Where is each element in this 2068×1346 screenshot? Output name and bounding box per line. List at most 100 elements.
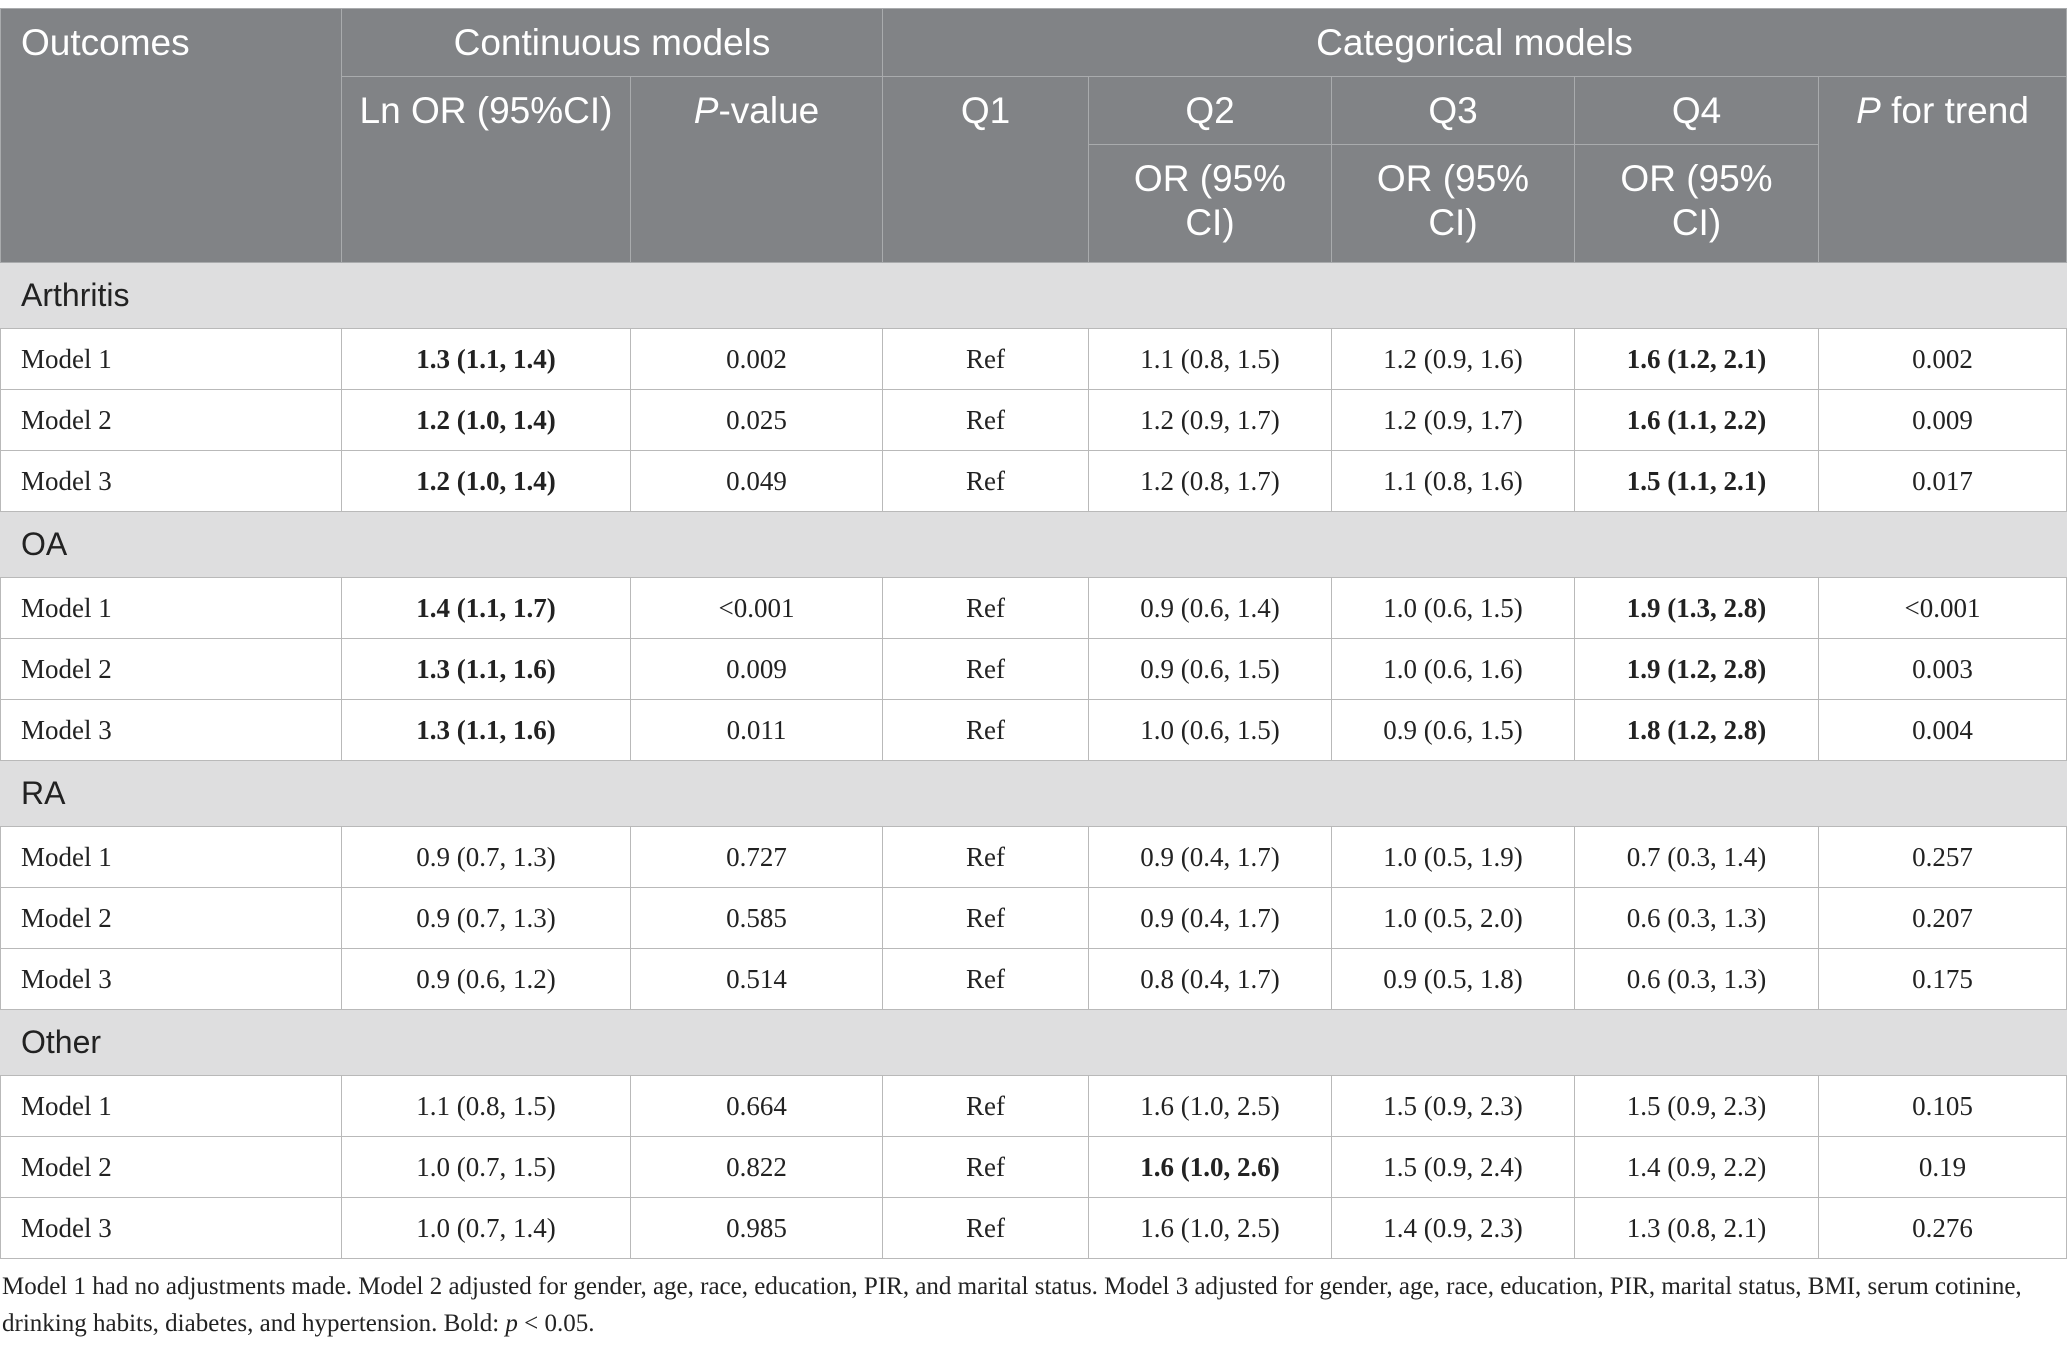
p-value-cell: <0.001 xyxy=(630,577,883,639)
table-row: Model 3 0.9 (0.6, 1.2) 0.514 Ref 0.8 (0.… xyxy=(0,948,2068,1010)
ln-or-cell: 0.9 (0.7, 1.3) xyxy=(341,826,631,888)
table-row: Model 3 1.3 (1.1, 1.6) 0.011 Ref 1.0 (0.… xyxy=(0,699,2068,761)
p-value-cell: 0.585 xyxy=(630,887,883,949)
q4-cell: 1.3 (0.8, 2.1) xyxy=(1574,1197,1819,1259)
model-label: Model 3 xyxy=(0,1197,342,1259)
q3-cell: 0.9 (0.6, 1.5) xyxy=(1331,699,1575,761)
q3-cell: 1.4 (0.9, 2.3) xyxy=(1331,1197,1575,1259)
p-trend-cell: 0.003 xyxy=(1817,638,2068,700)
p-value-cell: 0.009 xyxy=(630,638,883,700)
q4-cell: 1.8 (1.2, 2.8) xyxy=(1574,699,1819,761)
header-ln-or: Ln OR (95%CI) xyxy=(341,76,631,263)
table-row: Model 1 1.1 (0.8, 1.5) 0.664 Ref 1.6 (1.… xyxy=(0,1075,2068,1137)
header-q3: Q3 xyxy=(1331,76,1575,145)
p-value-cell: 0.049 xyxy=(630,450,883,512)
q2-cell: 1.6 (1.0, 2.5) xyxy=(1088,1197,1332,1259)
q1-cell: Ref xyxy=(882,389,1089,451)
q2-cell: 1.0 (0.6, 1.5) xyxy=(1088,699,1332,761)
p-trend-cell: 0.004 xyxy=(1817,699,2068,761)
model-label: Model 3 xyxy=(0,450,342,512)
q1-cell: Ref xyxy=(882,328,1089,390)
p-value-cell: 0.025 xyxy=(630,389,883,451)
q2-cell: 1.6 (1.0, 2.5) xyxy=(1088,1075,1332,1137)
q3-cell: 1.5 (0.9, 2.3) xyxy=(1331,1075,1575,1137)
table-row: Model 2 0.9 (0.7, 1.3) 0.585 Ref 0.9 (0.… xyxy=(0,887,2068,949)
model-label: Model 3 xyxy=(0,699,342,761)
header-p-value: P-value xyxy=(630,76,883,263)
header-q4: Q4 xyxy=(1574,76,1819,145)
q4-cell: 0.6 (0.3, 1.3) xyxy=(1574,948,1819,1010)
section-label: RA xyxy=(0,760,2068,827)
q2-cell: 1.1 (0.8, 1.5) xyxy=(1088,328,1332,390)
p-value-cell: 0.822 xyxy=(630,1136,883,1198)
ln-or-cell: 1.3 (1.1, 1.6) xyxy=(341,638,631,700)
q1-cell: Ref xyxy=(882,826,1089,888)
header-continuous-models: Continuous models xyxy=(341,8,883,77)
header-q3-or: OR (95% CI) xyxy=(1331,144,1575,263)
q3-cell: 1.1 (0.8, 1.6) xyxy=(1331,450,1575,512)
q4-cell: 1.5 (1.1, 2.1) xyxy=(1574,450,1819,512)
section-label: Other xyxy=(0,1009,2068,1076)
ln-or-cell: 1.2 (1.0, 1.4) xyxy=(341,450,631,512)
ln-or-cell: 1.3 (1.1, 1.4) xyxy=(341,328,631,390)
section-row: RA xyxy=(0,760,2068,827)
q4-cell: 0.7 (0.3, 1.4) xyxy=(1574,826,1819,888)
p-trend-cell: 0.175 xyxy=(1817,948,2068,1010)
ln-or-cell: 1.4 (1.1, 1.7) xyxy=(341,577,631,639)
q3-cell: 0.9 (0.5, 1.8) xyxy=(1331,948,1575,1010)
q1-cell: Ref xyxy=(882,948,1089,1010)
q3-cell: 1.0 (0.6, 1.5) xyxy=(1331,577,1575,639)
table-row: Model 3 1.0 (0.7, 1.4) 0.985 Ref 1.6 (1.… xyxy=(0,1197,2068,1259)
header-q4-or: OR (95% CI) xyxy=(1574,144,1819,263)
q1-cell: Ref xyxy=(882,1075,1089,1137)
q4-cell: 0.6 (0.3, 1.3) xyxy=(1574,887,1819,949)
table-header: Outcomes Continuous models Categorical m… xyxy=(0,8,2068,263)
p-trend-cell: 0.105 xyxy=(1817,1075,2068,1137)
model-label: Model 1 xyxy=(0,1075,342,1137)
ln-or-cell: 1.2 (1.0, 1.4) xyxy=(341,389,631,451)
q2-cell: 1.6 (1.0, 2.6) xyxy=(1088,1136,1332,1198)
p-trend-cell: 0.19 xyxy=(1817,1136,2068,1198)
header-p-for-trend: P for trend xyxy=(1817,76,2068,263)
q2-cell: 0.9 (0.6, 1.5) xyxy=(1088,638,1332,700)
q4-cell: 1.9 (1.2, 2.8) xyxy=(1574,638,1819,700)
header-q2: Q2 xyxy=(1088,76,1332,145)
p-value-cell: 0.002 xyxy=(630,328,883,390)
p-trend-cell: 0.257 xyxy=(1817,826,2068,888)
q2-cell: 1.2 (0.8, 1.7) xyxy=(1088,450,1332,512)
model-label: Model 1 xyxy=(0,577,342,639)
p-trend-cell: 0.017 xyxy=(1817,450,2068,512)
p-value-cell: 0.727 xyxy=(630,826,883,888)
q2-cell: 0.9 (0.4, 1.7) xyxy=(1088,887,1332,949)
p-trend-cell: <0.001 xyxy=(1817,577,2068,639)
header-q1: Q1 xyxy=(882,76,1089,263)
table-row: Model 2 1.0 (0.7, 1.5) 0.822 Ref 1.6 (1.… xyxy=(0,1136,2068,1198)
table-row: Model 2 1.3 (1.1, 1.6) 0.009 Ref 0.9 (0.… xyxy=(0,638,2068,700)
q4-cell: 1.6 (1.2, 2.1) xyxy=(1574,328,1819,390)
footnote-p-symbol: p xyxy=(505,1310,518,1337)
model-label: Model 1 xyxy=(0,826,342,888)
table-row: Model 1 1.4 (1.1, 1.7) <0.001 Ref 0.9 (0… xyxy=(0,577,2068,639)
section-label: Arthritis xyxy=(0,262,2068,329)
q1-cell: Ref xyxy=(882,577,1089,639)
table-row: Model 2 1.2 (1.0, 1.4) 0.025 Ref 1.2 (0.… xyxy=(0,389,2068,451)
p-value-cell: 0.664 xyxy=(630,1075,883,1137)
section-row: Other xyxy=(0,1009,2068,1076)
p-trend-cell: 0.276 xyxy=(1817,1197,2068,1259)
q3-cell: 1.5 (0.9, 2.4) xyxy=(1331,1136,1575,1198)
q1-cell: Ref xyxy=(882,638,1089,700)
q1-cell: Ref xyxy=(882,450,1089,512)
results-table: Outcomes Continuous models Categorical m… xyxy=(0,8,2068,1259)
q3-cell: 1.0 (0.6, 1.6) xyxy=(1331,638,1575,700)
p-value-cell: 0.514 xyxy=(630,948,883,1010)
ln-or-cell: 1.1 (0.8, 1.5) xyxy=(341,1075,631,1137)
q3-cell: 1.2 (0.9, 1.6) xyxy=(1331,328,1575,390)
q1-cell: Ref xyxy=(882,1197,1089,1259)
model-label: Model 2 xyxy=(0,887,342,949)
q1-cell: Ref xyxy=(882,887,1089,949)
p-trend-cell: 0.002 xyxy=(1817,328,2068,390)
p-value-cell: 0.985 xyxy=(630,1197,883,1259)
q2-cell: 1.2 (0.9, 1.7) xyxy=(1088,389,1332,451)
table-body: Arthritis Model 1 1.3 (1.1, 1.4) 0.002 R… xyxy=(0,262,2068,1259)
section-row: Arthritis xyxy=(0,262,2068,329)
